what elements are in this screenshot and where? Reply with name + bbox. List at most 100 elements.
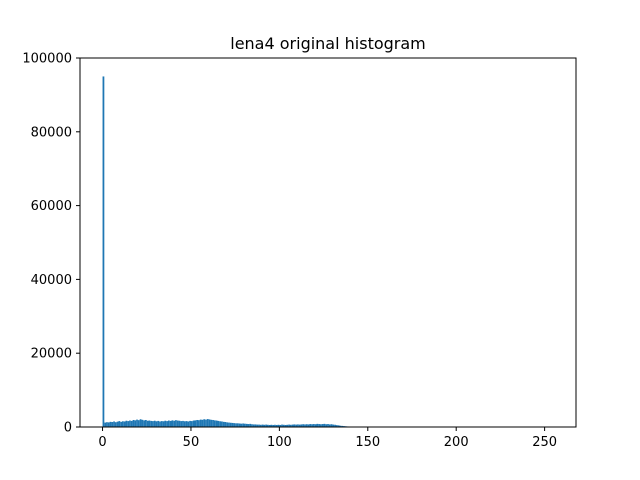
histogram-bar [325,424,328,427]
histogram-bar [266,424,269,427]
histogram-bar [309,424,312,427]
histogram-bar [311,424,313,427]
histogram-bar [231,422,234,427]
histogram-bar [120,421,122,427]
histogram-bar [125,420,128,427]
histogram-bar [254,424,257,427]
y-axis-ticks: 0 20000 40000 60000 80000 100000 [22,52,80,436]
x-tick-label: 0 [98,435,106,450]
histogram-bar [107,422,110,427]
histogram-bar [141,419,144,427]
histogram-bar [137,420,140,427]
histogram-bar [109,421,112,427]
histogram-bar [134,420,137,427]
histogram-bar [192,420,195,427]
histogram-bar [341,425,344,427]
histogram-bar [182,420,184,427]
histogram-bar [114,422,117,427]
histogram-bar [166,421,168,427]
histogram-bar [284,424,287,427]
histogram-bar [305,424,308,427]
histogram-bar [130,420,133,427]
histogram-bar [268,424,271,427]
histogram-bar [238,423,241,427]
histogram-bar [291,424,294,427]
histogram-bar [176,420,179,427]
histogram-bar [217,420,220,427]
histogram-bar [183,421,186,427]
histogram-bar [228,422,230,427]
histogram-bar [213,420,216,427]
histogram-bar [199,419,202,427]
histogram-bar [224,422,227,427]
histogram-bar [337,425,340,427]
bars-group [102,76,370,427]
histogram-bar [144,419,147,427]
histogram-bar [298,424,301,427]
histogram-bar [279,424,282,427]
histogram-bar [104,422,107,427]
histogram-bar [244,423,246,427]
histogram-bar [160,421,163,427]
histogram-bar [122,421,124,427]
histogram-bar [127,421,130,427]
histogram-bar [233,423,236,427]
histogram-bar [261,424,264,427]
histogram-bar [272,424,275,427]
histogram-bar [245,423,248,427]
histogram-bar [229,422,232,427]
chart-title: lena4 original histogram [230,34,426,53]
histogram-bar [323,423,326,427]
histogram-bar [221,421,223,427]
histogram-bar [155,421,158,427]
histogram-bar [265,424,267,427]
histogram-bar [203,419,206,427]
histogram-bar [157,420,160,427]
histogram-bar [242,423,245,427]
histogram-bar [159,421,161,427]
histogram-bar [205,419,207,427]
histogram-bar [252,424,255,427]
histogram-bar [102,76,105,427]
histogram-bar [152,421,154,427]
histogram-bar [277,424,280,427]
histogram-bar [212,419,214,427]
histogram-bar [187,421,190,427]
histogram-bar [106,422,108,427]
histogram-bar [164,420,167,427]
axes-spines [79,57,577,428]
x-tick-label: 150 [355,435,380,450]
y-tick-label: 0 [64,421,72,436]
histogram-bar [226,422,229,427]
histogram-bar [314,424,317,427]
histogram-bar [215,420,218,427]
histogram-bar [282,424,285,427]
histogram-bar [173,420,176,427]
histogram-bar [263,424,266,427]
histogram-bar [162,421,165,427]
y-tick-label: 20000 [31,347,72,362]
histogram-bar [118,421,121,427]
y-tick-label: 60000 [31,199,72,214]
histogram-bar [240,423,243,427]
histogram-bar [339,425,342,427]
histogram-bar [189,420,191,427]
histogram-bar [178,420,181,427]
histogram-bar [136,419,138,427]
histogram-bar [146,420,149,427]
histogram-bar [249,423,252,427]
x-axis-ticks: 0 50 100 150 200 250 [98,427,557,450]
histogram-bar [153,420,156,427]
histogram-bar [235,423,237,427]
histogram-bar [123,421,126,427]
histogram-bar [300,424,303,427]
histogram-bar [297,424,299,427]
histogram-bar [251,424,253,427]
histogram-bar [169,420,172,427]
histogram-bar [316,423,319,427]
histogram-bar [171,420,174,427]
histogram-bar [302,424,305,427]
